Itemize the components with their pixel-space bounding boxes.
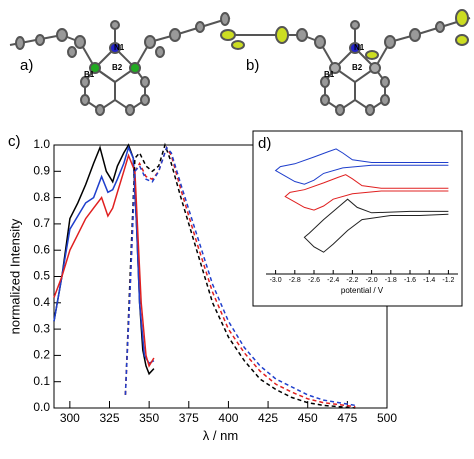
atom-label: B1	[324, 70, 335, 79]
x-tick-label: 475	[337, 411, 357, 425]
atom-label: N1	[114, 43, 125, 52]
x-tick-label: -3.0	[270, 277, 282, 284]
y-tick-label: 0.7	[33, 216, 50, 230]
atom-label: N1	[354, 43, 365, 52]
x-axis-label: potential / V	[341, 286, 384, 295]
atom-label: B2	[112, 63, 123, 72]
data-line	[124, 145, 356, 408]
y-tick-label: 0.2	[33, 348, 50, 362]
y-tick-label: 0.4	[33, 295, 50, 309]
y-axis-label: normalized Intensity	[7, 218, 22, 334]
x-tick-label: 450	[298, 411, 318, 425]
structure-b	[220, 9, 471, 116]
x-tick-label: 500	[377, 411, 397, 425]
x-tick-label: -2.6	[308, 277, 320, 284]
y-tick-label: 0.3	[33, 321, 50, 335]
x-tick-label: -1.8	[385, 277, 397, 284]
y-tick-label: 1.0	[33, 137, 50, 151]
x-tick-label: -2.0	[366, 277, 378, 284]
y-tick-label: 0.8	[33, 190, 50, 204]
data-line	[284, 174, 449, 211]
x-tick-label: -2.2	[346, 277, 358, 284]
structure-a	[9, 12, 231, 116]
atom-label: B2	[352, 63, 363, 72]
y-tick-label: 0.1	[33, 374, 50, 388]
data-line	[124, 146, 356, 407]
y-tick-label: 0.0	[33, 400, 50, 414]
x-tick-label: -1.2	[442, 277, 454, 284]
y-tick-label: 0.9	[33, 163, 50, 177]
data-line	[303, 198, 449, 253]
data-line	[53, 145, 155, 365]
x-axis-label: λ / nm	[203, 428, 238, 443]
panel-label: d)	[258, 135, 271, 152]
x-tick-label: -2.4	[327, 277, 339, 284]
data-line	[53, 143, 155, 376]
x-tick-label: -1.6	[404, 277, 416, 284]
x-tick-label: -2.8	[289, 277, 301, 284]
x-tick-label: 300	[60, 411, 80, 425]
x-tick-label: 400	[218, 411, 238, 425]
panel-label: b)	[246, 57, 259, 74]
panel-label: c)	[8, 133, 21, 150]
atom-label: B1	[84, 70, 95, 79]
data-line	[124, 142, 356, 409]
y-tick-label: 0.6	[33, 242, 50, 256]
panel-label: a)	[20, 57, 33, 74]
x-tick-label: 350	[139, 411, 159, 425]
x-tick-label: 325	[99, 411, 119, 425]
x-tick-label: 375	[179, 411, 199, 425]
x-tick-label: 425	[258, 411, 278, 425]
data-line	[53, 153, 155, 368]
data-line	[274, 148, 449, 185]
y-tick-label: 0.5	[33, 269, 50, 283]
x-tick-label: -1.4	[423, 277, 435, 284]
